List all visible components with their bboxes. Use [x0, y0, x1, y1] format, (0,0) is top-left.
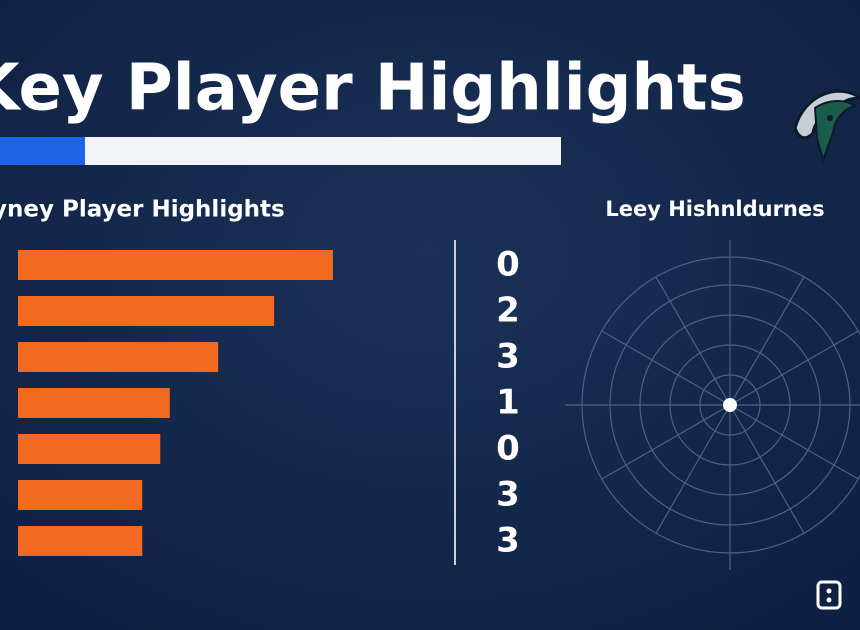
polar-spoke [729, 404, 805, 534]
progress-fill [0, 137, 85, 165]
polar-spoke [729, 330, 859, 406]
side-number: 3 [496, 337, 520, 377]
side-number: 0 [496, 429, 520, 469]
side-number: 2 [496, 291, 520, 331]
polar-spoke [601, 330, 731, 406]
side-number: 0 [496, 245, 520, 285]
side-number: 3 [496, 521, 520, 561]
bar [18, 388, 170, 418]
bar [18, 342, 219, 372]
bar [18, 296, 275, 326]
side-number: 1 [496, 383, 520, 423]
eagle-logo [793, 89, 860, 164]
chart-title: Leey Hishnldurnes [605, 197, 824, 221]
watermark [816, 580, 842, 610]
polar-spoke [655, 404, 731, 534]
polar-center [723, 398, 737, 412]
page-title: Key Player Highlights [0, 52, 746, 126]
progress-track [85, 137, 561, 165]
polar-spoke [601, 404, 731, 480]
polar-spoke [729, 404, 859, 480]
polar-spoke [655, 276, 731, 406]
chart-title: yney Player Highlights [0, 197, 285, 223]
bar [18, 480, 143, 510]
side-number: 3 [496, 475, 520, 515]
bar [18, 526, 143, 556]
bar [18, 434, 161, 464]
polar-spoke [729, 276, 805, 406]
bar [18, 250, 333, 280]
